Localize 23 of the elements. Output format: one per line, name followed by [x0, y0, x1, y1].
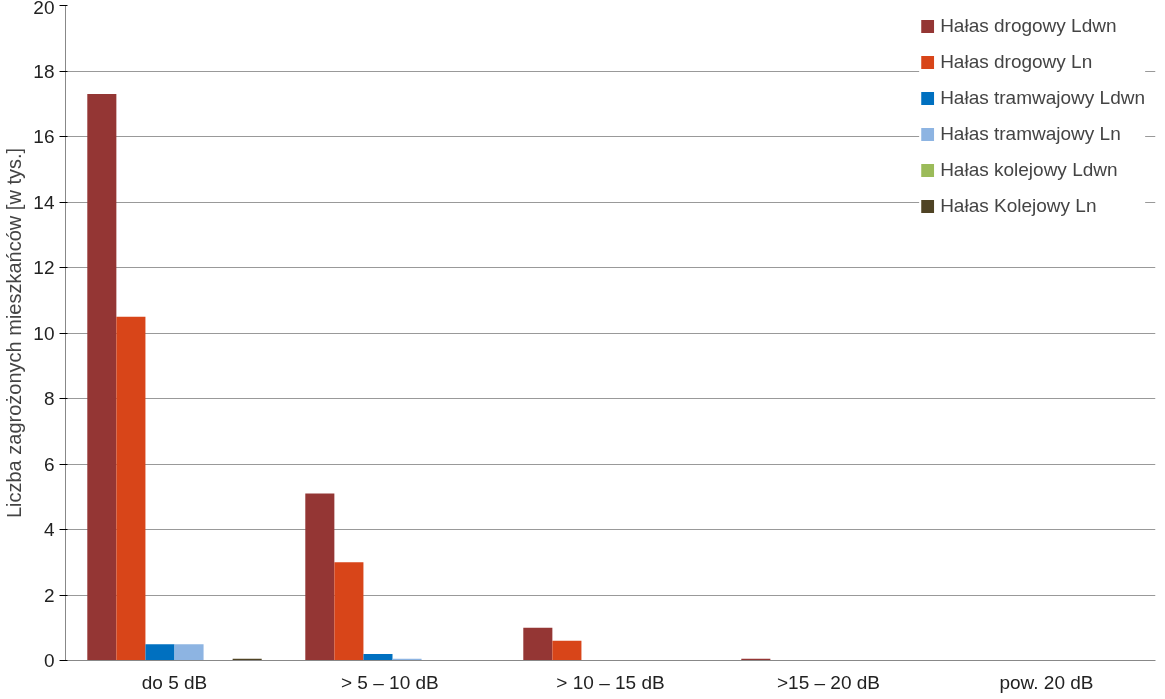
x-tick-label: do 5 dB — [141, 671, 208, 693]
legend-label: Hałas drogowy Ln — [940, 51, 1093, 73]
y-tick-label: 12 — [33, 257, 55, 278]
y-tick-label: 8 — [43, 388, 55, 409]
y-tick-label: 18 — [33, 60, 55, 82]
x-tick-label: > 5 – 10 dB — [341, 671, 439, 693]
x-tick-label: >15 – 20 dB — [777, 671, 881, 693]
y-axis-title: Liczba zagrożonych mieszkańców [w tys.] — [3, 147, 26, 519]
legend-label: Hałas drogowy Ldwn — [940, 15, 1117, 37]
legend-label: Hałas Kolejowy Ln — [940, 195, 1097, 217]
y-tick-label: 16 — [33, 126, 55, 147]
x-tick-label: pow. 20 dB — [999, 671, 1094, 693]
legend-label: Hałas tramwajowy Ldwn — [940, 87, 1145, 109]
y-tick-label: 10 — [33, 322, 55, 344]
y-tick-label: 20 — [33, 0, 55, 18]
y-tick-label: 0 — [43, 650, 55, 671]
legend-label: Hałas kolejowy Ldwn — [940, 159, 1118, 181]
y-tick-label: 14 — [33, 191, 55, 213]
y-tick-label: 6 — [43, 453, 55, 475]
legend-label: Hałas tramwajowy Ln — [940, 123, 1121, 145]
y-tick-label: 2 — [43, 584, 55, 606]
x-tick-label: > 10 – 15 dB — [556, 671, 665, 693]
y-tick-label: 4 — [43, 519, 55, 540]
